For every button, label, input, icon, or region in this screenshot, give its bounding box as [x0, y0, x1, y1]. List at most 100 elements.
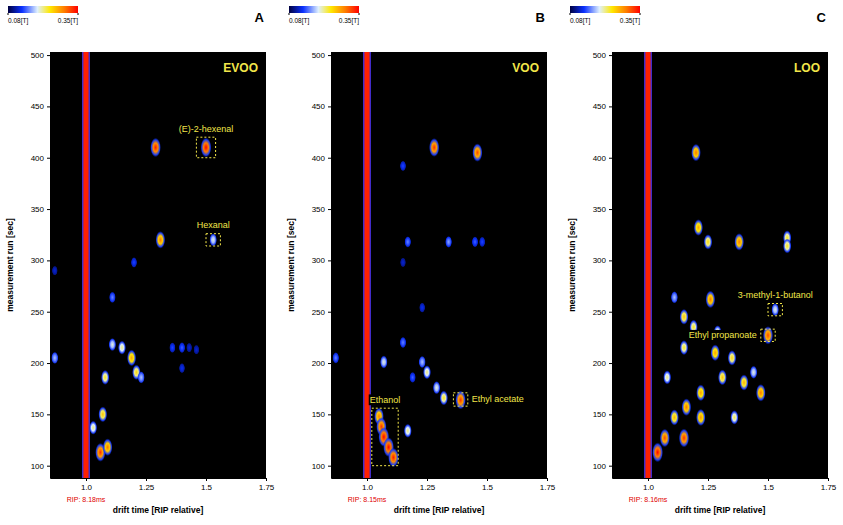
- spot: [739, 374, 748, 390]
- x-tick-label: 1.75: [821, 483, 837, 492]
- y-tick-mark: [609, 106, 612, 107]
- x-tick: 1.0: [362, 478, 374, 492]
- spot: [118, 341, 126, 355]
- spot: [109, 338, 117, 351]
- spot: [332, 352, 339, 364]
- spot: [179, 363, 185, 373]
- color-tick-label: 0.35[T]: [620, 17, 640, 25]
- spot: [696, 384, 705, 401]
- y-tick-label: 400: [312, 154, 326, 163]
- annotation-label: 3-methyl-1-butanol: [738, 290, 813, 300]
- x-axis-line: [613, 478, 829, 479]
- label-patch: [737, 290, 814, 301]
- x-tick: 1.5: [482, 478, 494, 492]
- color-tick-label: 0.08[T]: [570, 17, 590, 25]
- spot: [423, 365, 431, 379]
- spot: [705, 290, 715, 308]
- x-tick-mark: [427, 478, 428, 481]
- y-tick-label: 250: [593, 308, 607, 317]
- spot: [419, 356, 426, 368]
- y-tick-label: 300: [312, 256, 326, 265]
- color-tick: [289, 13, 290, 15]
- x-tick-mark: [828, 478, 829, 481]
- spot: [734, 233, 744, 251]
- y-tick-label: 300: [31, 256, 45, 265]
- spot: [209, 233, 217, 246]
- x-tick-mark: [146, 478, 147, 481]
- spot: [730, 410, 738, 425]
- y-axis-title: measurement run [sec]: [5, 218, 15, 312]
- x-axis-title: drift time [RIP relative]: [113, 505, 204, 515]
- panel-letter: C: [817, 10, 827, 25]
- y-tick: 400: [31, 154, 50, 163]
- y-tick-mark: [609, 158, 612, 159]
- y-tick-mark: [328, 55, 331, 56]
- x-tick-mark: [367, 478, 368, 481]
- y-tick-label: 200: [312, 359, 326, 368]
- x-tick-label: 1.25: [420, 483, 436, 492]
- x-tick-label: 1.0: [81, 483, 93, 492]
- y-tick: 300: [31, 256, 50, 265]
- rip-label: RIP: 8.15ms: [348, 496, 387, 503]
- plot-background: [50, 52, 266, 478]
- x-tick-label: 1.25: [139, 483, 155, 492]
- spot: [98, 406, 107, 422]
- annotation-labels: 3-methyl-1-butanolEthyl propanoate: [688, 290, 814, 341]
- color-tick: [78, 13, 79, 15]
- spot: [696, 409, 706, 426]
- annotation-box: [372, 408, 398, 465]
- y-tick-label: 150: [312, 410, 326, 419]
- x-axis: 1.01.251.51.75: [51, 478, 275, 492]
- spot: [671, 291, 678, 303]
- annotation-box: [206, 234, 220, 246]
- spot: [670, 409, 679, 425]
- y-axis: 100150200250300350400450500: [593, 51, 613, 478]
- y-tick-label: 150: [593, 410, 607, 419]
- color-tick: [570, 13, 571, 15]
- y-tick: 100: [593, 462, 612, 471]
- annotation-box: [761, 329, 775, 341]
- y-tick-mark: [609, 260, 612, 261]
- x-tick-label: 1.75: [540, 483, 556, 492]
- spot: [155, 231, 165, 249]
- y-tick: 250: [31, 308, 50, 317]
- y-tick-label: 500: [593, 51, 607, 60]
- rip-band: [363, 52, 371, 478]
- y-tick: 400: [593, 154, 612, 163]
- annotation-box: [196, 137, 215, 158]
- panel: 0.08[T]0.35[T]BVOOEthyl acetateEthanol1.…: [286, 6, 556, 515]
- x-tick-mark: [86, 478, 87, 481]
- plot-background: [331, 52, 547, 478]
- panel-letter: A: [255, 10, 265, 25]
- color-tick-label: 0.08[T]: [8, 17, 28, 25]
- y-tick: 150: [312, 410, 331, 419]
- color-bar: [570, 6, 640, 13]
- y-tick-label: 450: [593, 102, 607, 111]
- y-tick-label: 400: [593, 154, 607, 163]
- spot: [472, 236, 479, 247]
- rip-label: RIP: 8.18ms: [67, 496, 106, 503]
- panel-title: LOO: [794, 61, 820, 75]
- y-tick-label: 350: [31, 205, 45, 214]
- x-tick-label: 1.5: [763, 483, 775, 492]
- y-tick-mark: [328, 466, 331, 467]
- spot: [103, 438, 113, 456]
- y-axis-line: [612, 53, 613, 479]
- y-tick-mark: [47, 209, 50, 210]
- x-tick: 1.25: [420, 478, 436, 492]
- y-tick-label: 300: [593, 256, 607, 265]
- spot: [710, 344, 719, 361]
- spot: [138, 371, 145, 383]
- x-axis: 1.01.251.51.75: [613, 478, 837, 492]
- y-tick: 350: [593, 205, 612, 214]
- y-tick: 150: [31, 410, 50, 419]
- spot: [429, 138, 440, 157]
- y-tick-mark: [609, 209, 612, 210]
- x-tick-mark: [206, 478, 207, 481]
- y-tick: 150: [593, 410, 612, 419]
- y-tick: 300: [312, 256, 331, 265]
- annotation-box: [768, 303, 782, 315]
- y-tick-mark: [47, 312, 50, 313]
- label-patch: [178, 123, 235, 134]
- y-tick: 500: [31, 51, 50, 60]
